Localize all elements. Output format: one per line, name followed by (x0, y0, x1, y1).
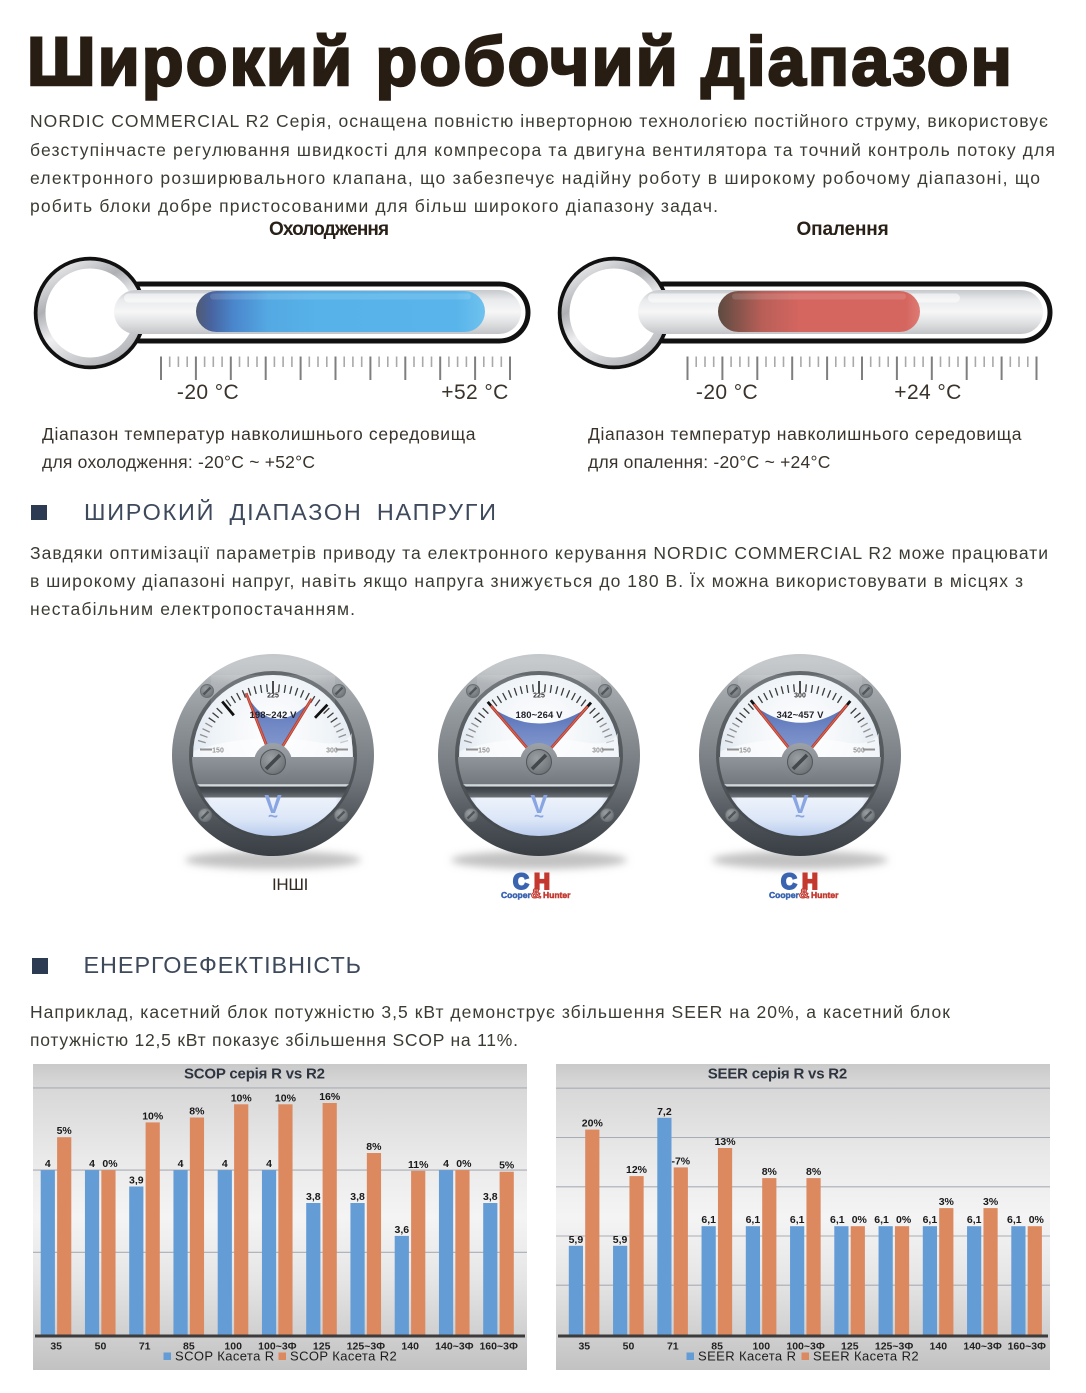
svg-text:5%: 5% (57, 1125, 73, 1137)
svg-text:20%: 20% (582, 1118, 604, 1130)
svg-text:125: 125 (841, 1340, 859, 1352)
svg-text:71: 71 (139, 1340, 151, 1352)
svg-text:~: ~ (268, 807, 278, 826)
svg-text:SEER серія R vs R2: SEER серія R vs R2 (708, 1066, 847, 1083)
svg-text:71: 71 (667, 1340, 679, 1352)
svg-text:0%: 0% (456, 1158, 472, 1170)
svg-text:35: 35 (578, 1340, 590, 1352)
svg-text:4: 4 (443, 1158, 449, 1170)
svg-text:0%: 0% (1029, 1214, 1045, 1226)
svg-text:0%: 0% (852, 1214, 868, 1226)
svg-text:+52 °C: +52 °C (441, 381, 508, 404)
svg-text:SEER Касета R2: SEER Касета R2 (813, 1349, 919, 1364)
svg-text:13%: 13% (715, 1136, 737, 1148)
svg-text:4: 4 (178, 1158, 184, 1170)
svg-text:140~3Ф: 140~3Ф (435, 1340, 473, 1352)
svg-text:100~3Ф: 100~3Ф (258, 1340, 296, 1352)
svg-text:-20 °C: -20 °C (696, 381, 758, 404)
svg-text:3,9: 3,9 (129, 1175, 144, 1187)
svg-text:140: 140 (930, 1340, 948, 1352)
svg-text:5,9: 5,9 (613, 1234, 628, 1246)
svg-text:10%: 10% (275, 1092, 297, 1104)
svg-text:140~3Ф: 140~3Ф (963, 1340, 1001, 1352)
svg-text:3,8: 3,8 (306, 1191, 321, 1203)
svg-text:198~242 V: 198~242 V (249, 710, 297, 721)
svg-text:3,8: 3,8 (350, 1191, 365, 1203)
svg-text:342~457 V: 342~457 V (776, 710, 824, 721)
svg-text:4: 4 (89, 1158, 95, 1170)
svg-text:10%: 10% (142, 1110, 164, 1122)
svg-text:140: 140 (401, 1340, 419, 1352)
svg-text:180~264 V: 180~264 V (515, 710, 563, 721)
svg-text:5%: 5% (499, 1160, 515, 1172)
svg-text:160~3Ф: 160~3Ф (479, 1340, 517, 1352)
svg-text:16%: 16% (319, 1091, 341, 1103)
svg-text:100~3Ф: 100~3Ф (786, 1340, 824, 1352)
svg-text:6,1: 6,1 (874, 1214, 889, 1226)
svg-text:V: V (791, 789, 809, 819)
svg-text:85: 85 (711, 1340, 723, 1352)
svg-text:50: 50 (623, 1340, 635, 1352)
svg-text:5,9: 5,9 (569, 1234, 584, 1246)
svg-text:8%: 8% (762, 1166, 778, 1178)
svg-text:6,1: 6,1 (967, 1214, 982, 1226)
svg-text:-7%: -7% (671, 1155, 690, 1167)
svg-text:6,1: 6,1 (1007, 1214, 1022, 1226)
svg-text:3,6: 3,6 (394, 1224, 409, 1236)
svg-text:4: 4 (45, 1158, 51, 1170)
svg-text:SEER Касета R: SEER Касета R (698, 1349, 796, 1364)
svg-text:160~3Ф: 160~3Ф (1008, 1340, 1046, 1352)
svg-text:SCOP серія R vs R2: SCOP серія R vs R2 (184, 1066, 325, 1083)
svg-text:85: 85 (183, 1340, 195, 1352)
svg-text:125~3Ф: 125~3Ф (347, 1340, 385, 1352)
svg-text:35: 35 (50, 1340, 62, 1352)
svg-text:4: 4 (266, 1158, 272, 1170)
svg-text:3%: 3% (983, 1196, 999, 1208)
svg-text:V: V (530, 789, 548, 819)
svg-text:SCOP Касета R: SCOP Касета R (175, 1349, 275, 1364)
svg-text:300: 300 (794, 693, 806, 700)
svg-text:-20 °C: -20 °C (177, 381, 239, 404)
svg-text:V: V (264, 789, 282, 819)
svg-text:+24 °C: +24 °C (894, 381, 961, 404)
svg-text:~: ~ (534, 807, 544, 826)
svg-text:11%: 11% (408, 1159, 429, 1171)
svg-text:6,1: 6,1 (701, 1214, 716, 1226)
svg-text:8%: 8% (366, 1141, 382, 1153)
svg-text:8%: 8% (806, 1166, 822, 1178)
svg-text:125~3Ф: 125~3Ф (875, 1340, 913, 1352)
svg-text:6,1: 6,1 (830, 1214, 845, 1226)
svg-text:4: 4 (222, 1158, 228, 1170)
svg-text:125: 125 (313, 1340, 331, 1352)
svg-text:10%: 10% (231, 1092, 253, 1104)
svg-text:0%: 0% (896, 1214, 912, 1226)
svg-text:SCOP Касета R2: SCOP Касета R2 (290, 1349, 397, 1364)
svg-text:6,1: 6,1 (790, 1214, 805, 1226)
svg-text:225: 225 (533, 693, 545, 700)
svg-text:100: 100 (753, 1340, 771, 1352)
svg-text:3,8: 3,8 (483, 1191, 498, 1203)
svg-text:8%: 8% (189, 1106, 205, 1118)
svg-text:0%: 0% (102, 1158, 118, 1170)
svg-text:7,2: 7,2 (657, 1106, 672, 1118)
svg-text:12%: 12% (626, 1164, 648, 1176)
svg-text:6,1: 6,1 (746, 1214, 761, 1226)
svg-text:3%: 3% (939, 1196, 955, 1208)
svg-text:225: 225 (267, 693, 279, 700)
svg-text:~: ~ (795, 807, 805, 826)
svg-text:6,1: 6,1 (923, 1214, 938, 1226)
svg-text:50: 50 (95, 1340, 107, 1352)
svg-text:100: 100 (224, 1340, 242, 1352)
